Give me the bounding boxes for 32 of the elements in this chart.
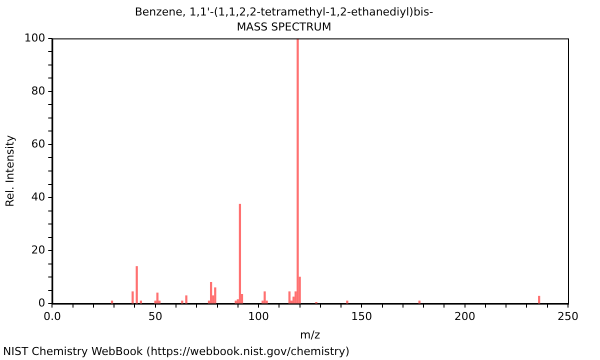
bar [185,295,188,304]
bar [156,292,158,304]
bar [418,300,421,304]
y-tick-label: 100 [24,31,46,44]
bar [538,296,540,304]
x-tick-label: 100 [248,310,270,324]
bar [288,291,291,304]
bar [110,300,114,304]
bar [140,300,142,304]
x-tick-label: 0.0 [43,310,61,324]
y-tick-label: 60 [31,137,46,150]
bar [214,287,216,304]
chart-subtitle: MASS SPECTRUM [236,20,332,34]
bar [346,300,348,304]
y-tick-label: 20 [31,243,46,256]
bar [238,204,242,304]
bar [136,266,138,304]
y-tick-label: 0 [38,296,46,310]
text: NIST Chemistry WebBook (https://webbook.nist.gov/chemistry) [3,345,350,358]
y-tick-label: 80 [31,84,46,98]
x-tick-label: 150 [351,310,372,324]
y-axis-title: Rel. Intensity [3,134,16,207]
x-axis-title: m/z [300,328,320,342]
x-tick-label: 50 [148,310,162,324]
x-tick-label: 200 [454,310,476,324]
bar [296,38,299,304]
chart-title: Benzene, 1,1'-(1,1,2,2-tetramethyl-1,2-ethanediyl)bis- [134,5,434,18]
x-tick-label: 250 [558,310,578,324]
bar [210,282,212,304]
bar [264,291,266,304]
y-tick-label: 40 [31,190,46,204]
bar [132,291,134,304]
